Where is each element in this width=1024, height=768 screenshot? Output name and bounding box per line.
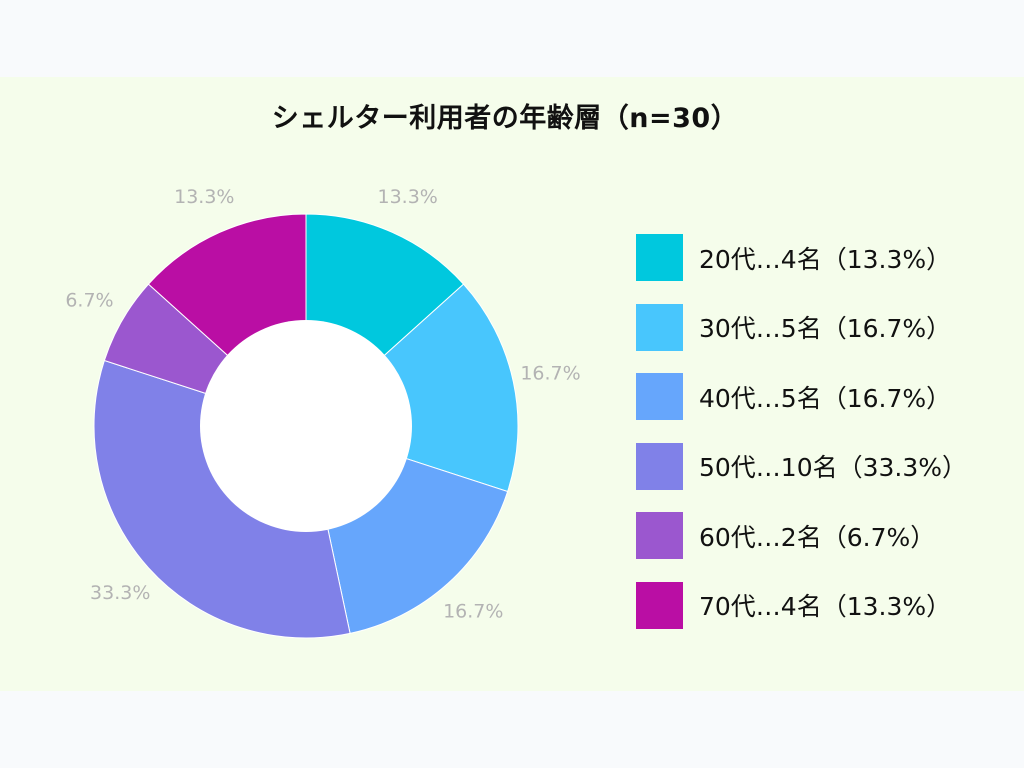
legend-label: 60代…2名（6.7%） bbox=[699, 522, 936, 552]
legend-swatch bbox=[636, 373, 683, 420]
legend-item: 60代…2名（6.7%） bbox=[636, 512, 967, 559]
legend-item: 20代…4名（13.3%） bbox=[636, 234, 967, 281]
legend-label: 20代…4名（13.3%） bbox=[699, 244, 952, 274]
legend-swatch bbox=[636, 581, 683, 629]
legend-item: 30代…5名（16.7%） bbox=[636, 303, 967, 351]
legend-swatch bbox=[636, 512, 683, 559]
slice-data-label: 16.7% bbox=[520, 363, 580, 385]
chart-title: シェルター利用者の年齢層（n=30） bbox=[271, 103, 739, 134]
slice-data-label: 16.7% bbox=[443, 600, 503, 622]
slice-data-label: 13.3% bbox=[378, 186, 438, 208]
legend-label: 40代…5名（16.7%） bbox=[699, 383, 952, 413]
legend-swatch bbox=[636, 442, 683, 490]
legend-swatch bbox=[636, 303, 683, 351]
legend-item: 50代…10名（33.3%） bbox=[636, 442, 968, 490]
legend-item: 70代…4名（13.3%） bbox=[636, 581, 967, 629]
legend-label: 70代…4名（13.3%） bbox=[699, 592, 952, 621]
donut-hole bbox=[200, 320, 412, 532]
slice-data-label: 13.3% bbox=[174, 186, 234, 208]
legend: 20代…4名（13.3%） 30代…5名（16.7%） 40代…5名（16.7%… bbox=[636, 234, 967, 651]
slice-data-label: 6.7% bbox=[65, 290, 113, 312]
legend-label: 50代…10名（33.3%） bbox=[699, 453, 968, 482]
legend-swatch bbox=[636, 234, 683, 281]
slice-data-label: 33.3% bbox=[90, 582, 150, 604]
legend-label: 30代…5名（16.7%） bbox=[699, 314, 952, 343]
legend-item: 40代…5名（16.7%） bbox=[636, 373, 967, 420]
donut-data-labels: 13.3% 16.7% 16.7% 33.3% 6.7% 13.3% bbox=[65, 186, 580, 622]
